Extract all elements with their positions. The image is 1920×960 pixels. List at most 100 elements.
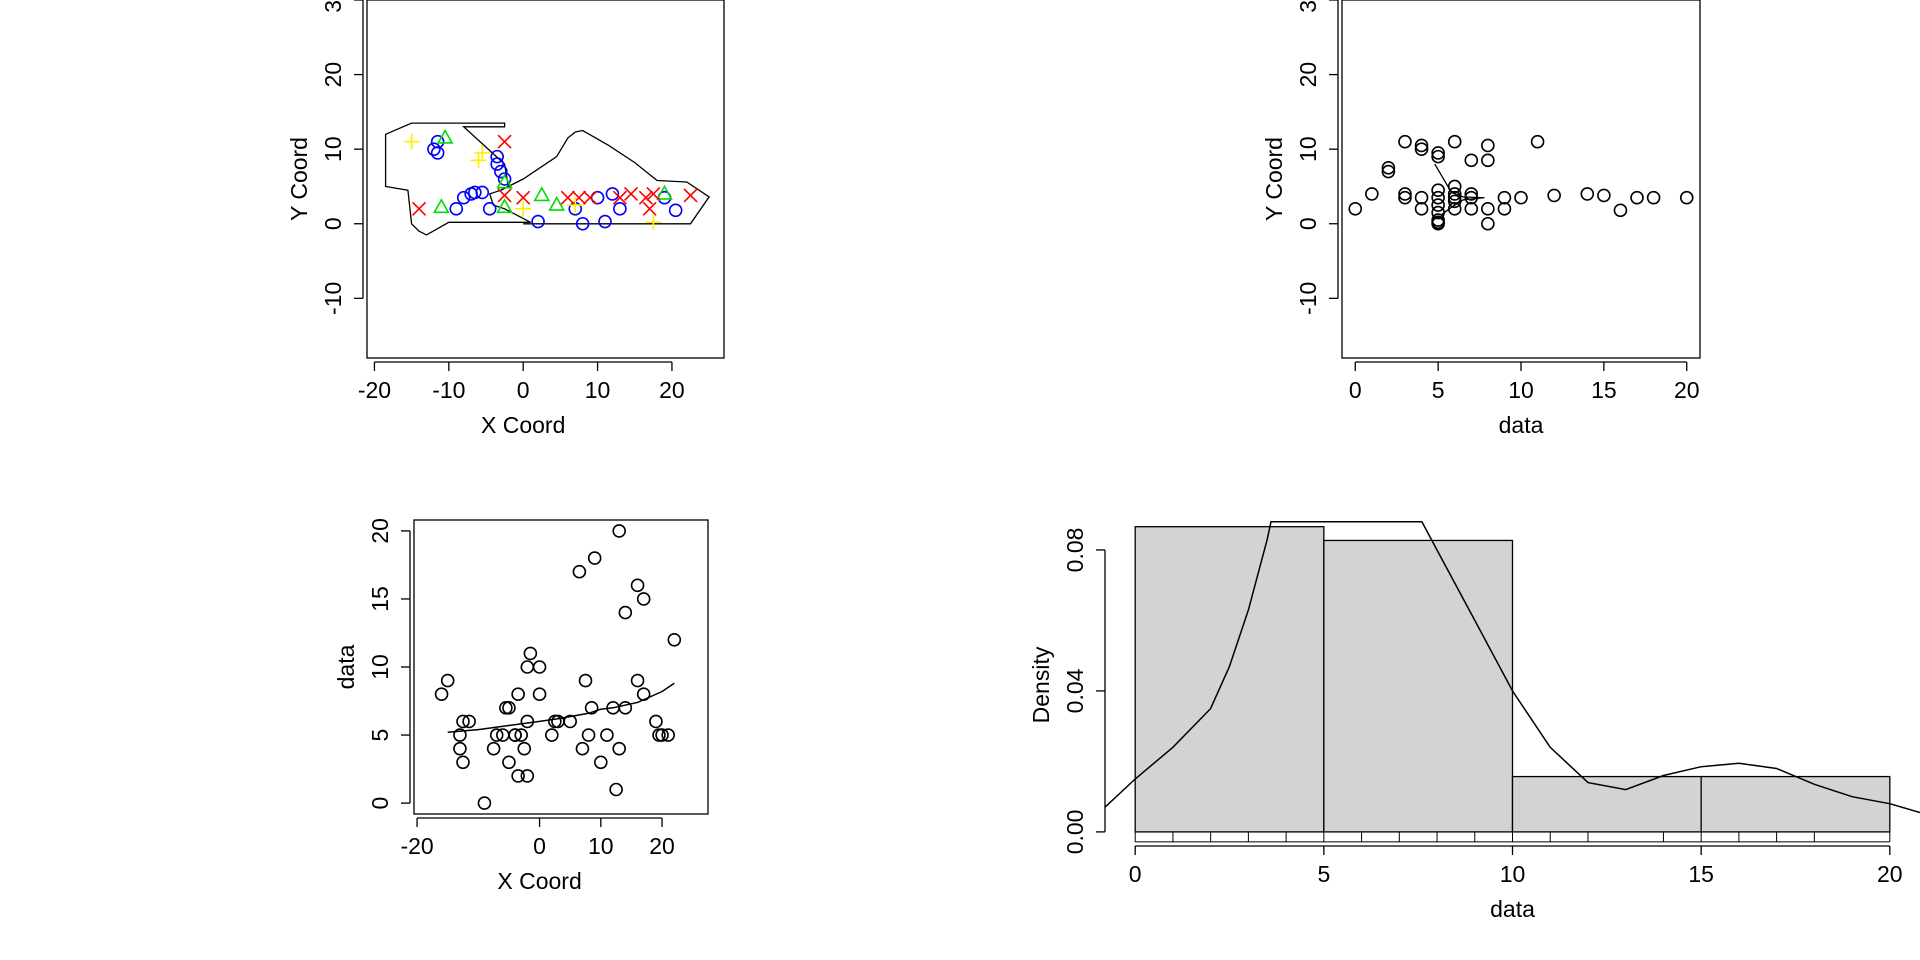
data-point-circle: [1431, 190, 1445, 205]
y-tick-label: 30: [320, 0, 346, 13]
x-tick-label: 0: [1129, 861, 1142, 887]
data-point-circle: [477, 796, 492, 810]
data-point-circle: [532, 687, 547, 702]
data-point-circle: [468, 185, 482, 200]
data-point-circle: [1481, 202, 1495, 216]
data-point-circle: [618, 701, 633, 715]
smooth-curve: [1434, 163, 1485, 216]
x-tick-label: -20: [400, 833, 433, 859]
data-point-circle: [511, 769, 525, 783]
scatter-panel-data-ycoord: 0 5 10 15 20 data -10 0 10 20 30 Y Coord: [1261, 0, 1701, 438]
data-point-circle: [1348, 202, 1363, 216]
data-point-circle: [532, 660, 547, 674]
data-point-circle: [1381, 161, 1396, 175]
data-point-triangle: [436, 128, 454, 144]
data-point-circle: [430, 134, 445, 149]
x-tick-label: 10: [1500, 861, 1526, 887]
plot-frame: [366, 0, 725, 359]
data-point-circle: [1365, 187, 1379, 201]
data-point-circle: [668, 203, 683, 218]
y-tick-label: 0.04: [1062, 668, 1088, 713]
data-point-triangle: [533, 186, 551, 202]
data-point-circle: [584, 701, 599, 715]
data-point-circle: [598, 214, 612, 229]
region-boundary: [500, 129, 711, 225]
data-point-circle: [655, 728, 669, 742]
data-point-circle: [1630, 190, 1644, 205]
data-point-circle: [1447, 187, 1462, 201]
x-tick-label: 20: [1674, 377, 1700, 403]
data-point-circle: [575, 216, 590, 231]
x-tick-label: -10: [432, 377, 465, 403]
data-point-circle: [1481, 153, 1495, 168]
y-tick-label: 20: [320, 62, 346, 88]
data-point-circle: [520, 714, 535, 729]
data-point-circle: [1679, 190, 1694, 205]
data-point-circle: [453, 728, 467, 742]
data-point-circle: [456, 714, 470, 729]
data-point-triangle: [433, 198, 450, 214]
data-point-circle: [1447, 134, 1462, 149]
y-tick-label: 30: [1295, 0, 1321, 13]
data-point-circle: [1646, 190, 1661, 205]
data-point-cross: [583, 190, 598, 205]
data-point-circle: [427, 142, 441, 156]
data-point-circle: [578, 673, 593, 688]
y-axis-label: Y Coord: [286, 137, 312, 221]
data-point-triangle: [656, 184, 673, 200]
data-point-circle: [1597, 188, 1611, 203]
data-point-circle: [1431, 183, 1445, 197]
data-point-circle: [434, 687, 449, 702]
x-axis-label: X Coord: [481, 412, 565, 438]
y-tick-label: 0: [1295, 217, 1321, 230]
data-point-plus: [567, 197, 584, 214]
data-point-circle: [1497, 202, 1512, 216]
data-point-circle: [1414, 202, 1429, 216]
x-tick-label: 0: [517, 377, 530, 403]
data-point-circle: [489, 728, 504, 742]
data-point-circle: [1547, 188, 1561, 203]
data-point-cross: [497, 134, 512, 149]
data-point-circle: [494, 164, 508, 179]
data-point-circle: [1431, 149, 1445, 164]
data-point-circle: [1497, 190, 1512, 205]
data-point-cross: [571, 190, 587, 205]
data-point-plus: [403, 133, 420, 150]
data-point-circle: [630, 673, 645, 688]
y-tick-label: 5: [367, 729, 393, 742]
data-point-cross: [646, 186, 661, 201]
scatter-panel-xcoord-ycoord: -20 -10 0 10 20 X Coord -10 0 10 20 30 Y Coord: [286, 0, 725, 438]
data-point-circle: [508, 728, 522, 742]
x-axis-label: data: [1490, 896, 1535, 922]
data-point-circle: [1414, 142, 1429, 156]
data-point-circle: [490, 149, 504, 164]
data-point-circle: [440, 673, 455, 688]
data-point-circle: [600, 728, 614, 742]
data-point-circle: [453, 741, 467, 756]
data-point-plus: [645, 214, 662, 231]
data-point-circle: [612, 524, 626, 538]
data-point-circle: [511, 687, 525, 702]
data-point-circle: [517, 741, 532, 756]
data-point-circle: [575, 741, 590, 756]
x-tick-label: 0: [1349, 377, 1362, 403]
data-point-circle: [1431, 146, 1445, 160]
histogram-bar: [1511, 775, 1702, 833]
histogram-panel-density: 0 5 10 15 20 data 0.00 0.04 0.08 Density: [1028, 521, 1920, 922]
x-tick-label: 20: [1877, 861, 1903, 887]
y-tick-label: 0.08: [1062, 528, 1088, 573]
data-point-circle: [1464, 187, 1479, 201]
data-point-circle: [1398, 187, 1412, 201]
y-tick-label: 10: [320, 136, 346, 162]
data-point-circle: [1447, 179, 1462, 194]
y-tick-label: -10: [1295, 282, 1321, 315]
x-tick-label: 10: [588, 833, 614, 859]
plot-frame: [413, 519, 709, 815]
data-point-circle: [520, 769, 535, 783]
histogram-bar: [1134, 526, 1325, 833]
data-point-circle: [482, 202, 497, 216]
data-point-circle: [462, 714, 476, 729]
density-curve: [1105, 521, 1920, 814]
histogram-bar: [1323, 539, 1514, 833]
